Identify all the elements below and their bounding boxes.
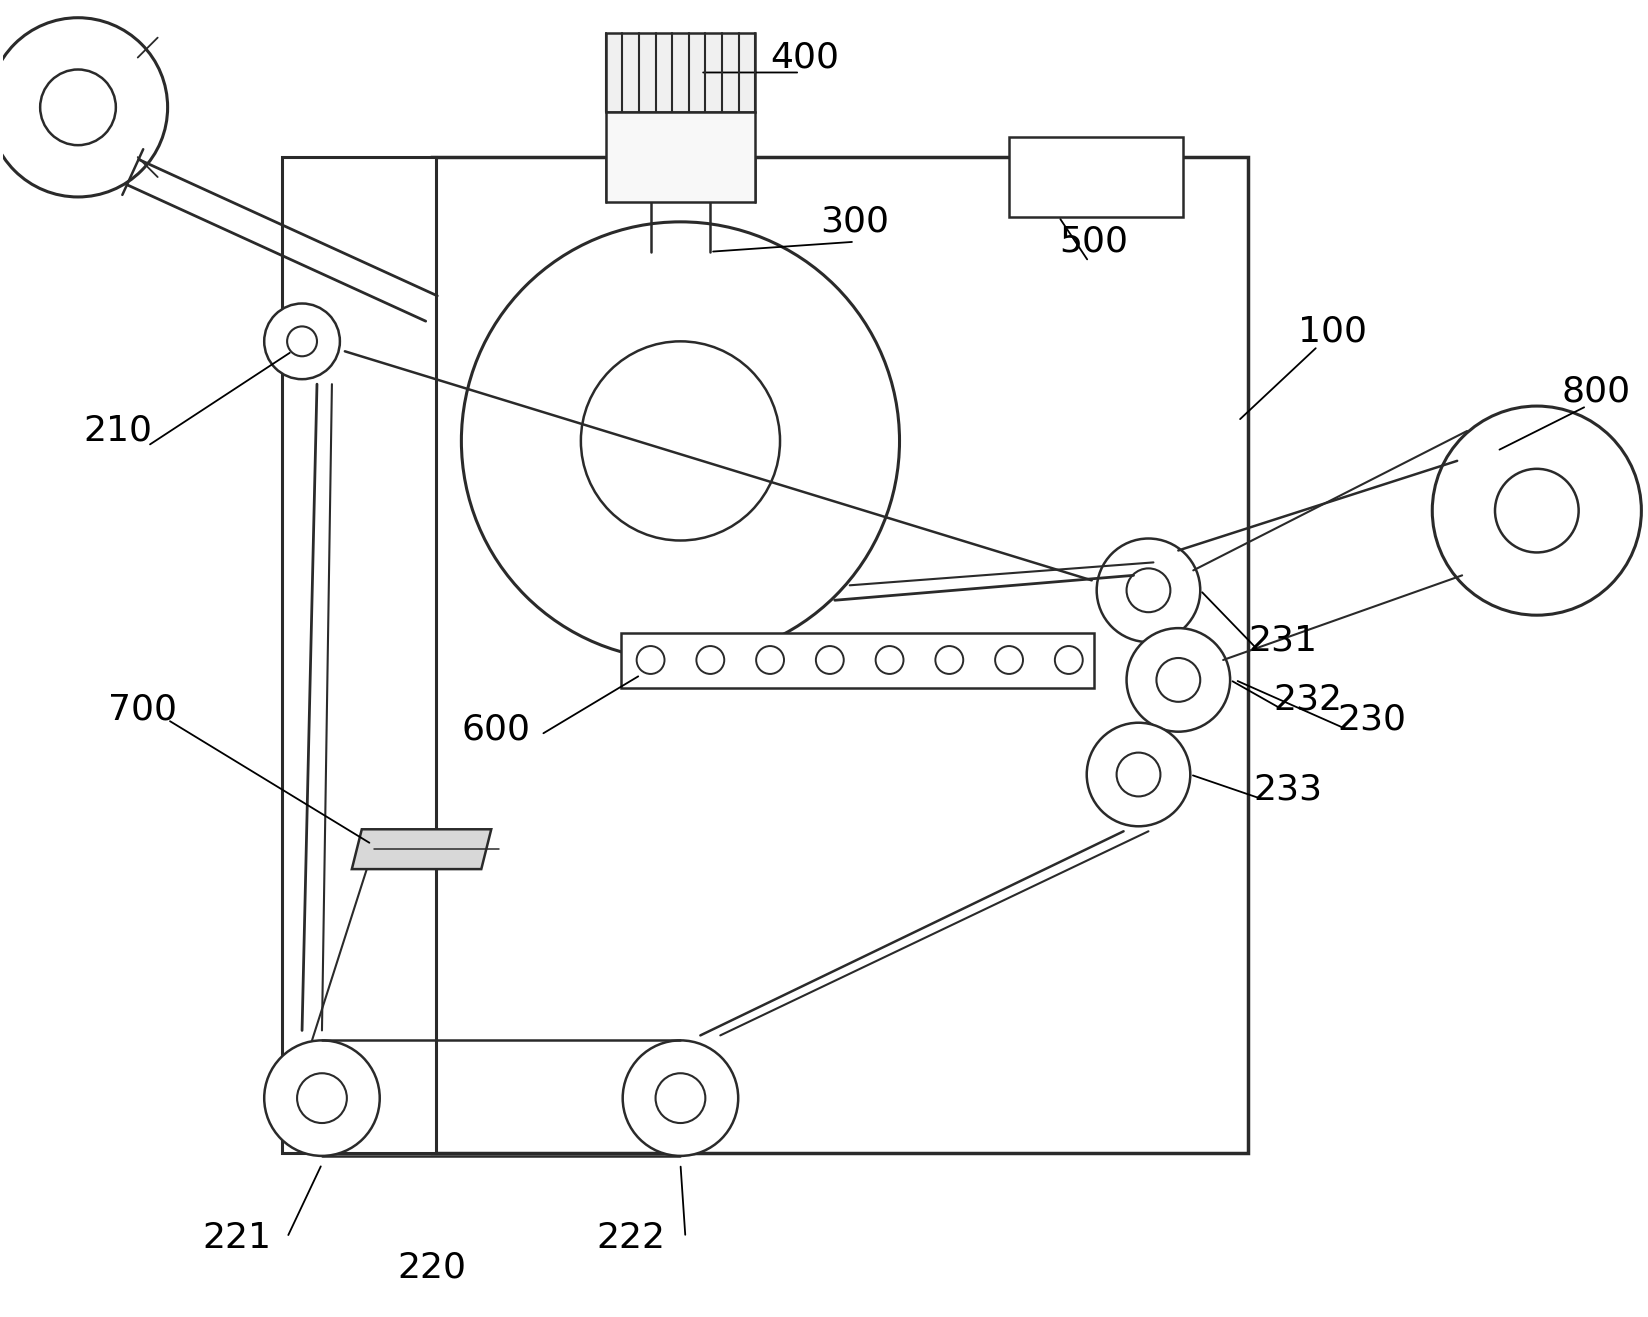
Circle shape (1055, 647, 1083, 674)
Circle shape (636, 647, 664, 674)
Bar (432, 157, 1248, 1152)
Circle shape (1116, 752, 1160, 797)
Circle shape (623, 1040, 738, 1156)
Circle shape (1126, 628, 1229, 732)
Text: 230: 230 (1337, 703, 1406, 736)
Text: 210: 210 (82, 414, 152, 448)
Circle shape (656, 1073, 705, 1123)
Bar (620, 633, 1093, 687)
Bar (1009, 137, 1183, 217)
Text: 232: 232 (1272, 682, 1341, 716)
Circle shape (695, 647, 723, 674)
Text: 233: 233 (1252, 773, 1322, 806)
Text: 221: 221 (203, 1221, 272, 1255)
Text: 220: 220 (397, 1250, 466, 1284)
Text: 400: 400 (770, 41, 839, 75)
Circle shape (994, 647, 1022, 674)
Text: 500: 500 (1058, 225, 1127, 258)
Circle shape (1155, 658, 1200, 702)
Text: 222: 222 (597, 1221, 664, 1255)
Circle shape (1126, 569, 1170, 612)
Circle shape (264, 303, 339, 379)
Circle shape (934, 647, 962, 674)
Circle shape (264, 1040, 379, 1156)
Text: 600: 600 (461, 712, 531, 747)
Circle shape (287, 327, 316, 357)
Text: 300: 300 (819, 205, 888, 238)
Circle shape (297, 1073, 346, 1123)
Circle shape (461, 221, 898, 660)
Circle shape (580, 341, 780, 540)
Text: 100: 100 (1297, 315, 1366, 349)
Circle shape (1096, 539, 1200, 643)
Circle shape (1495, 469, 1577, 552)
Bar (282, 157, 437, 1152)
Circle shape (1432, 406, 1640, 615)
Bar (605, 33, 755, 112)
Circle shape (0, 17, 168, 198)
Circle shape (40, 70, 115, 145)
Bar (605, 112, 755, 202)
Text: 231: 231 (1248, 623, 1317, 657)
Circle shape (816, 647, 844, 674)
Circle shape (1086, 723, 1190, 826)
Polygon shape (351, 830, 491, 869)
Text: 700: 700 (107, 693, 176, 727)
Circle shape (756, 647, 783, 674)
Text: 800: 800 (1561, 374, 1630, 408)
Circle shape (875, 647, 903, 674)
